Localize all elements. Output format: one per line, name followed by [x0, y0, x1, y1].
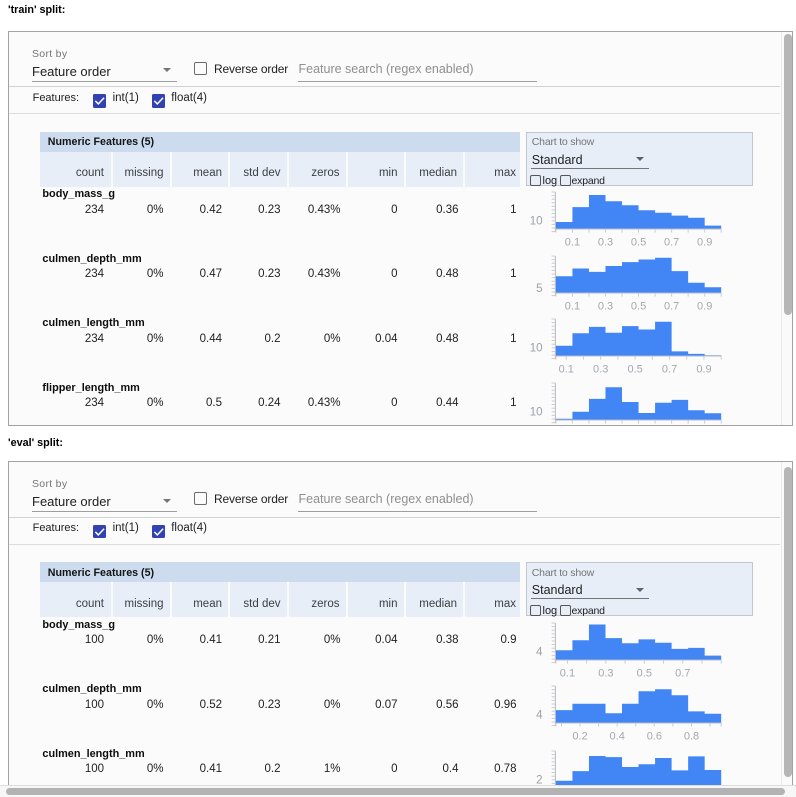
svg-text:0.3: 0.3	[598, 301, 613, 313]
svg-text:0.5: 0.5	[627, 364, 642, 376]
svg-text:0.7: 0.7	[662, 364, 677, 376]
svg-text:2: 2	[536, 774, 542, 786]
svg-text:0.1: 0.1	[565, 236, 580, 248]
svg-text:0.2: 0.2	[572, 731, 587, 743]
svg-text:4: 4	[536, 710, 543, 722]
svg-text:0.5: 0.5	[637, 667, 652, 679]
svg-text:0.5: 0.5	[631, 236, 646, 248]
svg-text:0.3: 0.3	[593, 364, 608, 376]
svg-text:0.9: 0.9	[696, 364, 711, 376]
svg-text:0.3: 0.3	[598, 236, 613, 248]
svg-text:0.9: 0.9	[697, 236, 712, 248]
svg-text:10: 10	[530, 407, 543, 419]
svg-text:0.6: 0.6	[647, 731, 662, 743]
svg-text:0.5: 0.5	[631, 301, 646, 313]
svg-text:0.4: 0.4	[610, 731, 625, 743]
svg-text:0.7: 0.7	[664, 301, 679, 313]
svg-text:0.8: 0.8	[684, 731, 699, 743]
svg-text:0.7: 0.7	[664, 236, 679, 248]
svg-text:0.3: 0.3	[598, 667, 613, 679]
svg-text:10: 10	[530, 343, 543, 355]
svg-text:0.1: 0.1	[565, 301, 580, 313]
svg-text:10: 10	[530, 216, 543, 228]
svg-text:5: 5	[536, 283, 542, 295]
svg-text:4: 4	[536, 646, 543, 658]
svg-text:0.1: 0.1	[560, 667, 575, 679]
svg-text:0.1: 0.1	[559, 364, 574, 376]
svg-text:0.9: 0.9	[697, 301, 712, 313]
svg-text:0.7: 0.7	[675, 667, 690, 679]
